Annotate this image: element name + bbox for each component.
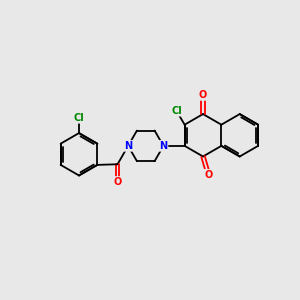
Text: O: O — [113, 177, 122, 187]
Text: O: O — [199, 90, 207, 100]
Text: O: O — [204, 170, 213, 180]
Text: Cl: Cl — [74, 113, 84, 123]
Text: N: N — [159, 141, 167, 151]
Text: N: N — [124, 141, 132, 151]
Text: Cl: Cl — [171, 106, 182, 116]
